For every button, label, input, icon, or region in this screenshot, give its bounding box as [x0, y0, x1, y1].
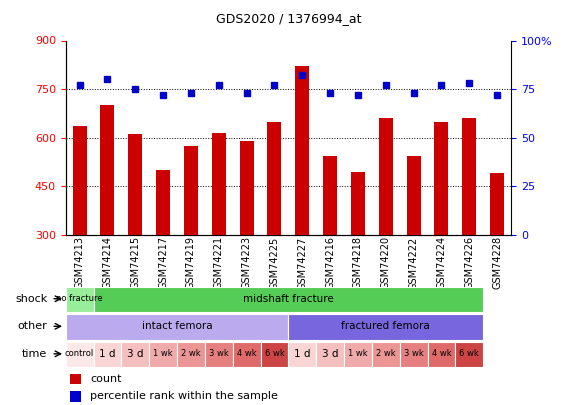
Bar: [70, 374, 81, 384]
Text: fractured femora: fractured femora: [341, 321, 430, 331]
Text: 3 wk: 3 wk: [209, 350, 228, 358]
Bar: [407, 156, 421, 235]
Bar: [372, 342, 400, 367]
Text: 4 wk: 4 wk: [432, 350, 451, 358]
Bar: [94, 342, 122, 367]
Bar: [456, 342, 483, 367]
Bar: [240, 141, 254, 235]
Text: 4 wk: 4 wk: [237, 350, 256, 358]
Text: 1 wk: 1 wk: [348, 350, 368, 358]
Text: 3 wk: 3 wk: [404, 350, 424, 358]
Text: no fracture: no fracture: [57, 294, 103, 303]
Bar: [66, 314, 288, 339]
Bar: [177, 342, 205, 367]
Bar: [122, 342, 149, 367]
Bar: [323, 156, 337, 235]
Text: midshaft fracture: midshaft fracture: [243, 294, 333, 304]
Text: shock: shock: [15, 294, 47, 304]
Text: count: count: [90, 374, 122, 384]
Bar: [205, 342, 233, 367]
Bar: [435, 122, 448, 235]
Bar: [66, 342, 94, 367]
Bar: [288, 342, 316, 367]
Text: 1 wk: 1 wk: [153, 350, 173, 358]
Text: GDS2020 / 1376994_at: GDS2020 / 1376994_at: [216, 12, 361, 25]
Bar: [156, 170, 170, 235]
Bar: [379, 118, 393, 235]
Text: 1 d: 1 d: [99, 349, 116, 359]
Bar: [128, 134, 142, 235]
Bar: [94, 287, 483, 312]
Text: 1 d: 1 d: [294, 349, 311, 359]
Text: 2 wk: 2 wk: [376, 350, 396, 358]
Text: 6 wk: 6 wk: [460, 350, 479, 358]
Bar: [260, 342, 288, 367]
Bar: [149, 342, 177, 367]
Text: other: other: [18, 321, 47, 331]
Bar: [400, 342, 428, 367]
Text: intact femora: intact femora: [142, 321, 212, 331]
Bar: [463, 118, 476, 235]
Bar: [316, 342, 344, 367]
Text: percentile rank within the sample: percentile rank within the sample: [90, 391, 278, 401]
Bar: [70, 391, 81, 401]
Bar: [295, 66, 309, 235]
Bar: [184, 146, 198, 235]
Bar: [66, 287, 94, 312]
Text: 3 d: 3 d: [127, 349, 143, 359]
Bar: [233, 342, 260, 367]
Bar: [428, 342, 456, 367]
Bar: [100, 105, 114, 235]
Bar: [267, 122, 282, 235]
Bar: [73, 126, 87, 235]
Bar: [288, 314, 483, 339]
Text: control: control: [65, 350, 94, 358]
Bar: [351, 172, 365, 235]
Text: 2 wk: 2 wk: [181, 350, 201, 358]
Text: 6 wk: 6 wk: [264, 350, 284, 358]
Text: time: time: [22, 349, 47, 359]
Bar: [344, 342, 372, 367]
Bar: [490, 173, 504, 235]
Text: 3 d: 3 d: [322, 349, 339, 359]
Bar: [212, 133, 226, 235]
